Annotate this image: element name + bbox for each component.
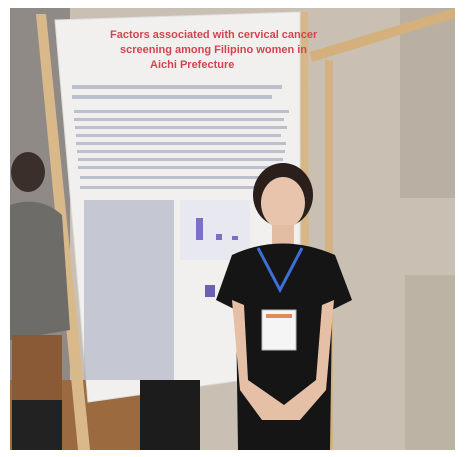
text-line [74, 110, 289, 113]
text-line [76, 142, 286, 145]
wall-panel [405, 275, 455, 450]
person-legs [12, 400, 62, 450]
text-line [78, 158, 283, 161]
neck [272, 225, 294, 245]
text-line [80, 176, 280, 179]
face [261, 177, 305, 229]
text-line [72, 95, 272, 99]
background-person [140, 380, 200, 450]
frame-beam [310, 8, 455, 62]
poster-figure-bar [216, 234, 222, 240]
poster-table [84, 200, 174, 380]
wall-panel [400, 8, 455, 198]
text-line [78, 166, 278, 169]
badge-stripe [266, 314, 292, 318]
poster-text-blocks [72, 85, 289, 189]
poster-title: screening among Filipino women in [120, 44, 307, 56]
poster-title: Factors associated with cervical cancer [110, 29, 318, 41]
poster-figure-bar [196, 218, 203, 240]
text-line [74, 118, 284, 121]
text-line [72, 85, 282, 89]
text-line [75, 126, 287, 129]
text-line [84, 200, 174, 380]
bag [12, 335, 62, 405]
person-jacket [10, 201, 70, 340]
text-line [76, 134, 281, 137]
person-head [11, 152, 45, 192]
poster-figure-bar [232, 236, 238, 240]
text-line [77, 150, 285, 153]
poster-figure-bar [205, 285, 215, 297]
text-line [80, 186, 270, 189]
arms [232, 300, 334, 420]
poster-figure [180, 200, 250, 260]
poster-title: Aichi Prefecture [150, 59, 234, 71]
lanyard [256, 247, 304, 294]
